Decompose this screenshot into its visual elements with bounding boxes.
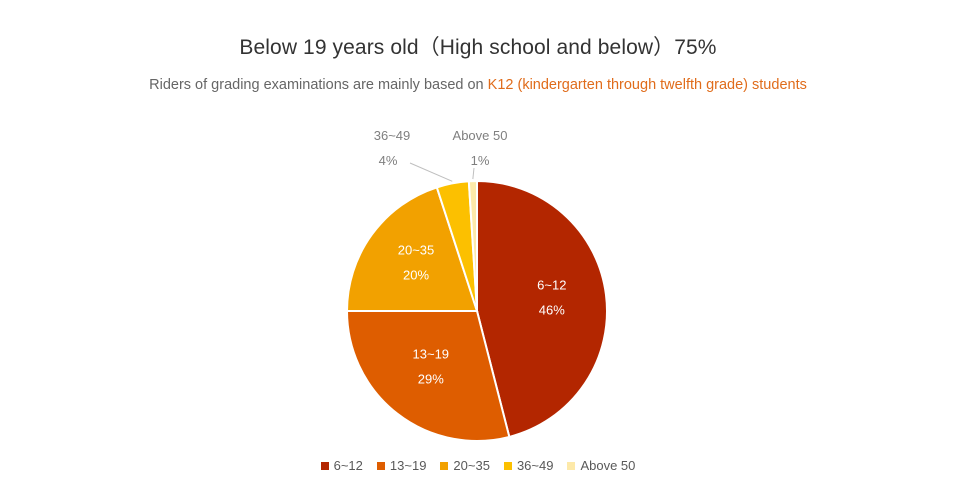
legend-label: 20~35 [453,458,490,473]
legend-item: 6~12 [320,458,363,473]
legend-label: Above 50 [580,458,636,473]
leader-line-above-50 [472,167,475,180]
chart-legend: 6~12 13~19 20~35 36~49 Above 50 [0,458,956,473]
legend-label: 6~12 [333,458,363,473]
legend-swatch [503,461,512,470]
slice-category-label: 13~19 [413,347,450,362]
pie-slice-13-19 [345,310,511,442]
legend-item: Above 50 [567,458,635,473]
slice-category-label: 36~49 [374,128,411,143]
slice-category-label: 6~12 [537,278,566,293]
subtitle-prefix: Riders of grading examinations are mainl… [149,77,488,93]
slice-percent-label: 1% [471,153,490,168]
chart-subtitle: Riders of grading examinations are mainl… [0,77,956,93]
pie-slice-6-12 [476,179,608,439]
legend-label: 13~19 [389,458,427,473]
legend-swatch [440,461,449,470]
chart-title: Below 19 years old（High school and below… [239,36,717,59]
slice-category-label: 20~35 [398,243,435,258]
subtitle-highlight: K12 (kindergarten through twelfth grade)… [487,77,807,93]
leader-line-36-49 [409,162,453,182]
slice-category-label: Above 50 [453,128,508,143]
legend-swatch [376,461,385,470]
legend-swatch [567,461,576,470]
legend-item: 36~49 [503,458,554,473]
legend-item: 20~35 [440,458,490,473]
legend-swatch [320,461,329,470]
legend-label: 36~49 [516,458,554,473]
legend-item: 13~19 [376,458,427,473]
slice-percent-label: 4% [379,153,398,168]
pie-slice-above-50 [467,179,478,312]
slice-percent-label: 29% [418,372,444,387]
slice-percent-label: 46% [539,303,565,318]
pie-slice-20-35 [345,186,479,312]
slice-percent-label: 20% [403,268,429,283]
